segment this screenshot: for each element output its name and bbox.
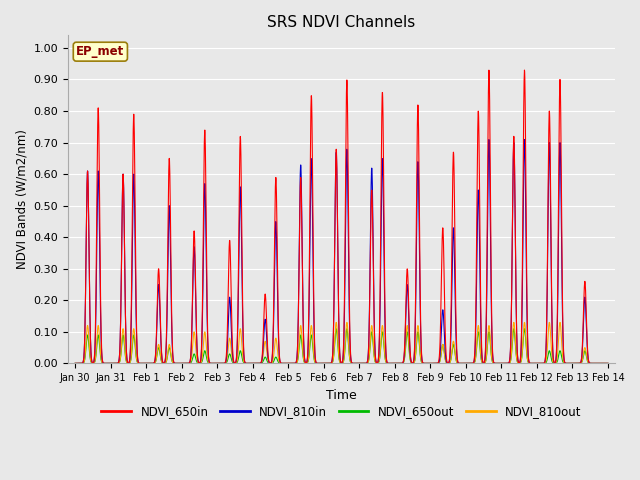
Y-axis label: NDVI Bands (W/m2/nm): NDVI Bands (W/m2/nm) xyxy=(15,130,28,269)
Title: SRS NDVI Channels: SRS NDVI Channels xyxy=(268,15,415,30)
Legend: NDVI_650in, NDVI_810in, NDVI_650out, NDVI_810out: NDVI_650in, NDVI_810in, NDVI_650out, NDV… xyxy=(97,401,586,423)
X-axis label: Time: Time xyxy=(326,389,357,402)
Text: EP_met: EP_met xyxy=(76,45,125,58)
